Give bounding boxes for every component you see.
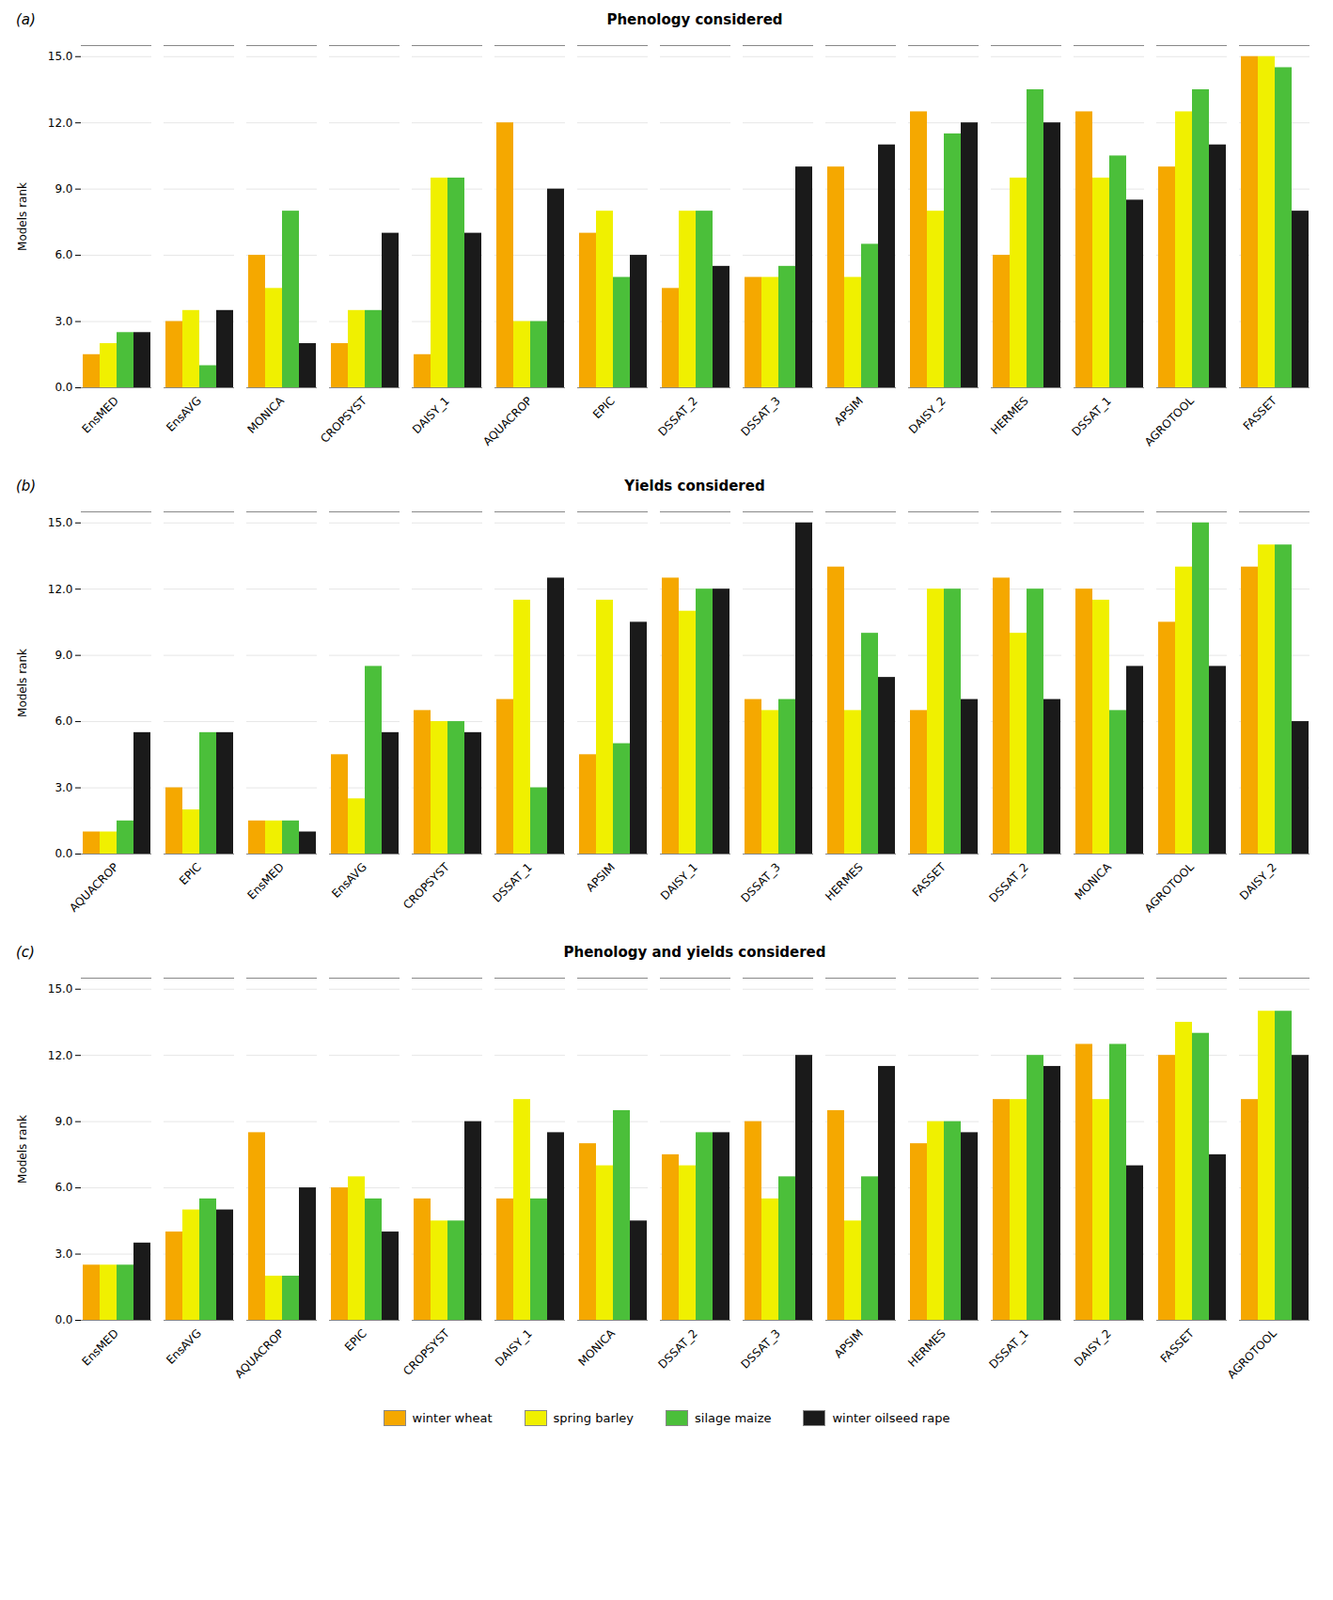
svg-text:AGROTOOL: AGROTOOL [1142,860,1197,915]
svg-text:EnsMED: EnsMED [245,860,287,902]
svg-text:3.0: 3.0 [54,781,73,795]
svg-text:EPIC: EPIC [342,1326,370,1354]
svg-text:CROPSYST: CROPSYST [317,393,370,446]
svg-text:3.0: 3.0 [54,314,73,329]
html-text:winter wheat: winter wheat [412,1411,493,1426]
svg-text:AQUACROP: AQUACROP [66,860,122,915]
svg-text:6.0: 6.0 [54,714,73,728]
svg-text:Models rank: Models rank [15,1114,30,1184]
svg-text:DAISY_1: DAISY_1 [409,393,453,437]
svg-text:FASSET: FASSET [909,860,950,900]
html-text:silage maize: silage maize [694,1411,772,1426]
svg-text:12.0: 12.0 [47,582,74,596]
svg-text:MONICA: MONICA [1071,860,1114,903]
svg-text:APSIM: APSIM [831,1326,866,1361]
svg-text:Models rank: Models rank [15,182,30,251]
svg-text:DSSAT_3: DSSAT_3 [737,860,783,905]
svg-text:12.0: 12.0 [47,1049,74,1063]
html-text:(b): (b) [15,477,36,495]
svg-text:DSSAT_3: DSSAT_3 [737,393,783,439]
svg-text:15.0: 15.0 [47,49,74,63]
svg-text:DSSAT_1: DSSAT_1 [1068,393,1114,439]
svg-text:FASSET: FASSET [1158,1326,1198,1366]
svg-text:HERMES: HERMES [822,860,866,904]
svg-text:MONICA: MONICA [575,1326,618,1369]
svg-text:AQUACROP: AQUACROP [232,1326,287,1381]
svg-text:Models rank: Models rank [15,648,30,718]
svg-text:0.0: 0.0 [54,846,73,861]
svg-text:APSIM: APSIM [831,393,866,428]
svg-text:AGROTOOL: AGROTOOL [1142,393,1197,449]
svg-text:EnsAVG: EnsAVG [163,1326,204,1367]
svg-text:DAISY_2: DAISY_2 [1071,1326,1114,1369]
svg-text:DSSAT_2: DSSAT_2 [655,393,700,439]
svg-text:9.0: 9.0 [54,182,73,196]
svg-text:MONICA: MONICA [244,393,287,437]
svg-text:CROPSYST: CROPSYST [400,860,453,912]
svg-text:15.0: 15.0 [47,982,74,996]
svg-text:FASSET: FASSET [1240,393,1281,434]
svg-text:0.0: 0.0 [54,1313,73,1327]
svg-text:DSSAT_2: DSSAT_2 [655,1326,700,1371]
svg-text:AGROTOOL: AGROTOOL [1224,1326,1280,1381]
svg-text:9.0: 9.0 [54,648,73,662]
html-text:Phenology and yields considere: Phenology and yields considered [563,943,826,961]
html-text:(a): (a) [15,11,36,29]
html-text:Phenology considered: Phenology considered [606,11,783,29]
svg-text:EnsAVG: EnsAVG [329,860,370,901]
svg-text:0.0: 0.0 [54,380,73,394]
html-text:Yields considered: Yields considered [624,477,765,495]
svg-text:12.0: 12.0 [47,116,74,130]
svg-text:EPIC: EPIC [590,393,618,422]
svg-text:EPIC: EPIC [176,860,204,888]
html-text:(c): (c) [15,943,35,961]
svg-text:AQUACROP: AQUACROP [480,393,535,449]
svg-text:DAISY_1: DAISY_1 [658,860,701,903]
html-text:winter oilseed rape: winter oilseed rape [832,1411,950,1426]
svg-text:DSSAT_2: DSSAT_2 [986,860,1031,905]
svg-text:EnsMED: EnsMED [79,393,122,436]
svg-text:DAISY_1: DAISY_1 [492,1326,535,1369]
svg-text:HERMES: HERMES [987,393,1032,438]
svg-text:HERMES: HERMES [905,1326,949,1370]
svg-text:15.0: 15.0 [47,516,74,530]
svg-text:DAISY_2: DAISY_2 [906,393,949,437]
svg-text:CROPSYST: CROPSYST [400,1326,453,1379]
svg-text:9.0: 9.0 [54,1114,73,1129]
html-text:spring barley: spring barley [553,1411,634,1426]
svg-text:DSSAT_1: DSSAT_1 [986,1326,1031,1371]
svg-text:DAISY_2: DAISY_2 [1237,860,1280,903]
svg-text:3.0: 3.0 [54,1247,73,1261]
svg-text:APSIM: APSIM [583,860,618,894]
svg-text:6.0: 6.0 [54,1180,73,1194]
svg-text:EnsAVG: EnsAVG [163,393,204,435]
svg-text:DSSAT_3: DSSAT_3 [737,1326,783,1371]
svg-text:DSSAT_1: DSSAT_1 [489,860,534,905]
svg-text:EnsMED: EnsMED [79,1326,122,1368]
svg-text:6.0: 6.0 [54,248,73,262]
